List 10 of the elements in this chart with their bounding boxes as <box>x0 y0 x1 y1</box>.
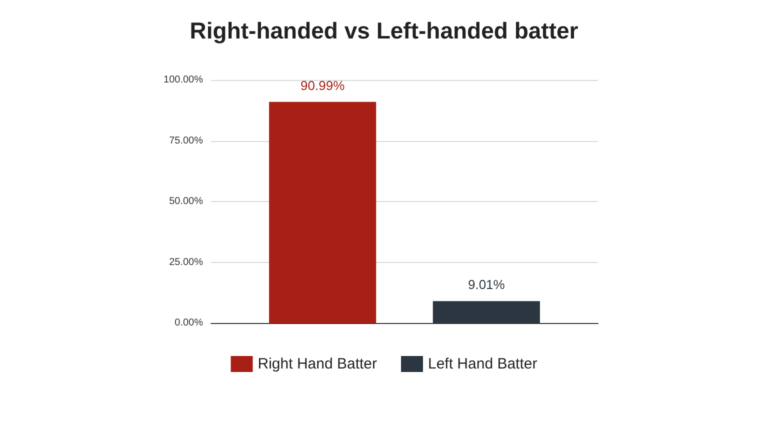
data-label: 9.01% <box>468 277 506 292</box>
legend-label: Right Hand Batter <box>258 356 378 372</box>
y-tick-label: 25.00% <box>169 256 204 268</box>
y-tick-label: 100.00% <box>164 74 204 86</box>
data-label: 90.99% <box>300 78 346 93</box>
chart-title: Right-handed vs Left-handed batter <box>190 18 578 44</box>
y-tick-label: 75.00% <box>169 135 204 146</box>
legend-label: Left Hand Batter <box>428 356 538 372</box>
y-tick-label: 0.00% <box>174 318 204 328</box>
y-tick-label: 50.00% <box>169 196 204 207</box>
